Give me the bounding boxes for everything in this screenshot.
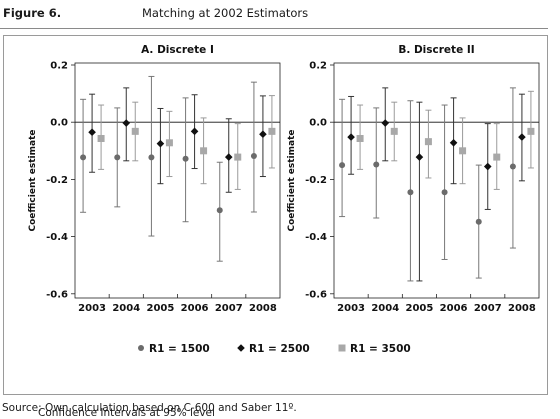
data-point <box>415 153 424 161</box>
x-tick-label: 2007 <box>474 303 502 314</box>
data-point <box>339 162 346 169</box>
data-point <box>407 189 414 196</box>
x-tick-label: 2003 <box>78 303 106 314</box>
source-note: Source: Own calculation based on C-600 a… <box>2 402 297 414</box>
x-tick-label: 2003 <box>337 303 365 314</box>
data-point <box>356 135 364 143</box>
data-point <box>475 218 482 225</box>
x-tick-label: 2006 <box>440 303 468 314</box>
data-point <box>449 138 458 147</box>
data-point <box>148 154 155 161</box>
figure-number: Figure 6. <box>3 6 62 20</box>
panel-title: A. Discrete I <box>141 44 214 56</box>
data-point <box>200 147 208 155</box>
data-point <box>259 130 267 139</box>
y-tick-label: -0.2 <box>305 175 327 186</box>
data-point <box>381 119 390 127</box>
header-rule <box>0 28 548 29</box>
x-tick-label: 2004 <box>112 303 140 314</box>
plot-frame <box>333 62 540 299</box>
y-tick-label: -0.4 <box>305 232 327 243</box>
x-tick-label: 2008 <box>508 303 536 314</box>
panel-title: B. Discrete II <box>398 44 474 56</box>
y-tick-label: -0.4 <box>46 232 68 243</box>
legend-marker <box>138 345 144 351</box>
legend-label: R1 = 2500 <box>249 343 310 355</box>
figure-header: Figure 6. Matching at 2002 Estimators <box>0 0 560 28</box>
confidence-note: Confidence Intervals at 95% level <box>38 407 215 419</box>
data-point <box>216 207 223 214</box>
data-point <box>493 153 501 161</box>
data-point <box>80 154 87 161</box>
data-point <box>165 139 173 147</box>
data-point <box>131 127 139 135</box>
x-tick-label: 2006 <box>181 303 209 314</box>
plot-frame <box>74 62 281 299</box>
data-point <box>347 133 355 141</box>
y-tick-label: -0.6 <box>305 289 327 300</box>
data-point <box>182 155 189 162</box>
data-point <box>97 135 105 143</box>
data-point <box>122 119 131 127</box>
y-tick-label: 0.0 <box>50 118 68 129</box>
y-axis-label: Coefficient estimate <box>287 129 297 231</box>
data-point <box>509 163 516 170</box>
x-tick-label: 2004 <box>371 303 399 314</box>
data-point <box>88 128 96 137</box>
y-axis-label: Coefficient estimate <box>28 129 38 231</box>
data-point <box>390 127 398 135</box>
data-point <box>424 138 432 146</box>
chart-canvas: A. Discrete I 0.2 0.0 -0.2 -0.4 -0.6 Coefficie… <box>28 44 540 355</box>
y-tick-label: -0.6 <box>46 289 68 300</box>
data-point <box>483 162 492 171</box>
x-tick-label: 2005 <box>146 303 174 314</box>
data-point <box>114 154 121 161</box>
data-point <box>527 127 535 135</box>
data-point <box>373 161 380 168</box>
y-tick-label: 0.2 <box>309 61 327 72</box>
y-tick-label: -0.2 <box>46 175 68 186</box>
y-tick-label: 0.2 <box>50 61 68 72</box>
chart-frame: A. Discrete I 0.2 0.0 -0.2 -0.4 -0.6 Coefficie… <box>3 35 548 419</box>
data-point <box>234 153 242 161</box>
x-tick-label: 2005 <box>405 303 433 314</box>
data-point <box>250 152 257 159</box>
figure-title: Matching at 2002 Estimators <box>142 6 309 20</box>
data-point <box>190 127 199 136</box>
x-tick-label: 2008 <box>249 303 277 314</box>
legend-marker <box>237 344 245 352</box>
data-point <box>224 153 233 161</box>
data-point <box>518 133 526 141</box>
data-point <box>459 147 467 155</box>
y-tick-label: 0.0 <box>309 118 327 129</box>
legend-label: R1 = 1500 <box>149 343 210 355</box>
data-point <box>268 127 276 135</box>
data-point <box>441 189 448 196</box>
legend-marker <box>338 344 346 352</box>
data-point <box>156 139 165 148</box>
x-tick-label: 2007 <box>215 303 243 314</box>
legend-label: R1 = 3500 <box>350 343 411 355</box>
